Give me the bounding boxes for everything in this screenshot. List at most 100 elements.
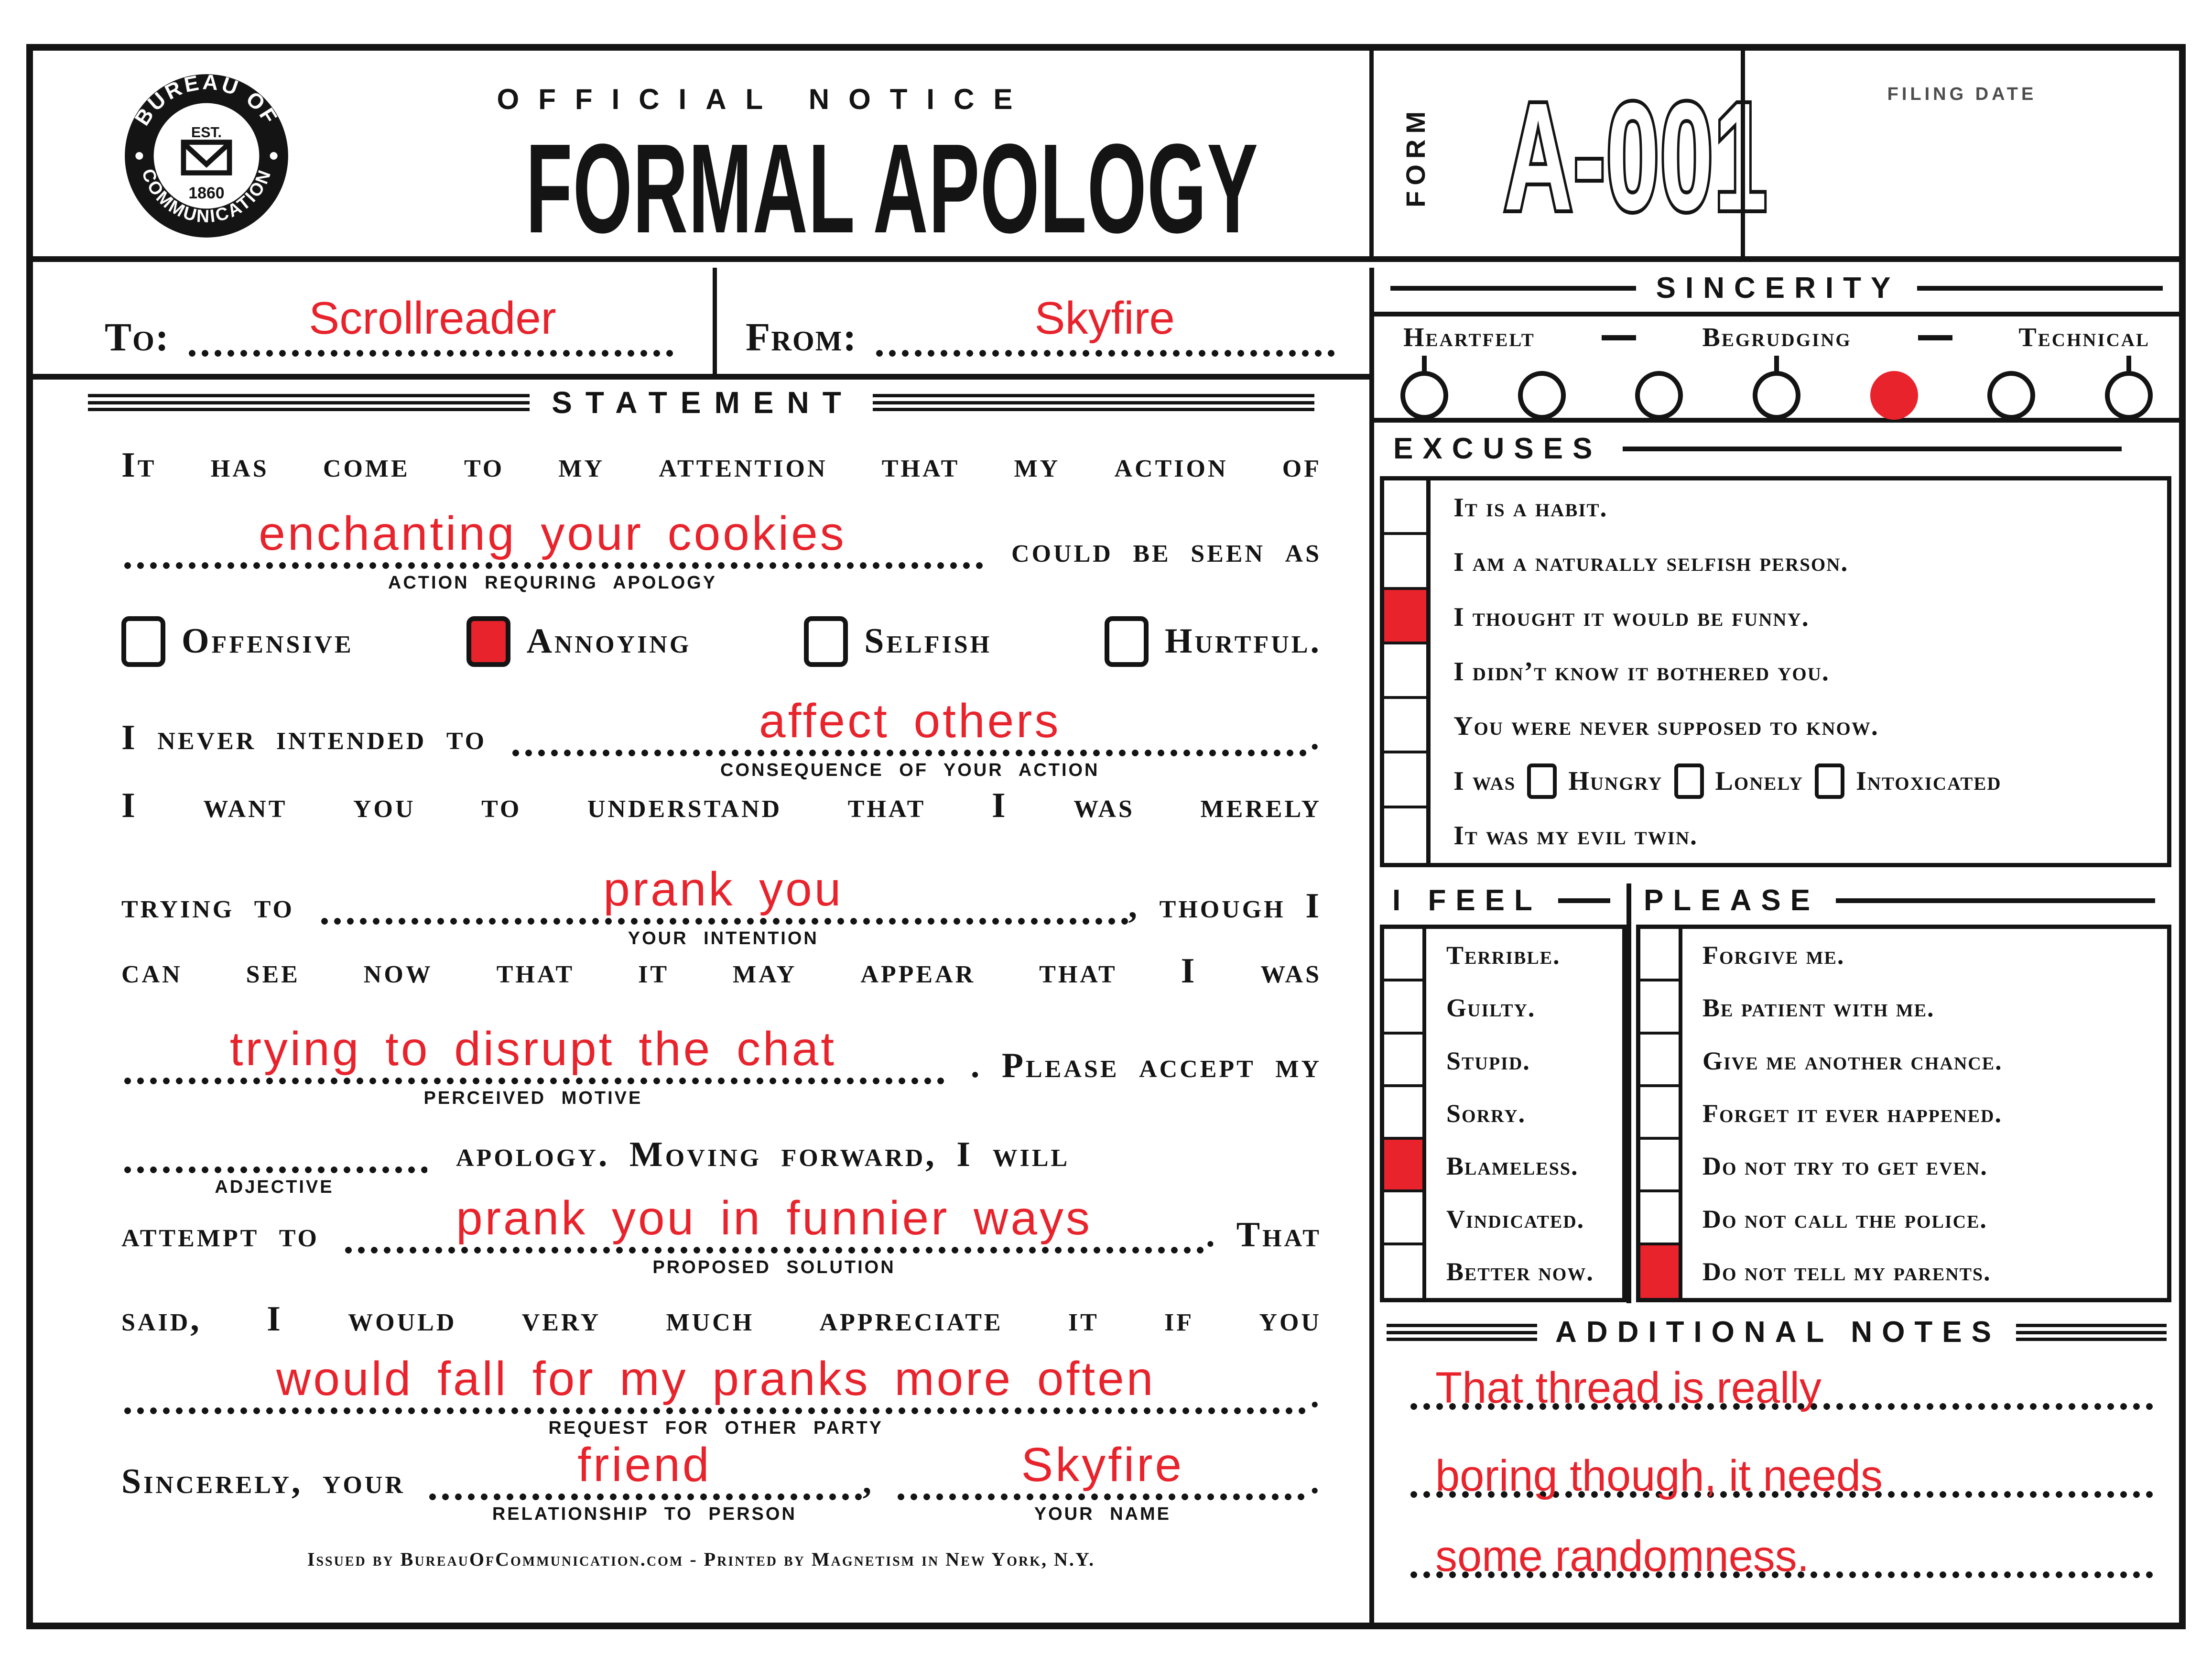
- consequence-field[interactable]: affect others CONSEQUENCE OF YOUR ACTION: [510, 697, 1311, 779]
- statement-section: STATEMENT It has come to my attention th…: [33, 380, 1369, 1623]
- please-option-3: Give me another chance.: [1702, 1046, 2003, 1075]
- form-number: A-001: [1501, 71, 1769, 242]
- statement-line-7: trying to disrupt the chat PERCEIVED MOT…: [121, 1014, 1322, 1107]
- excuse-checkbox-7[interactable]: [1384, 808, 1431, 863]
- adjective-field-label: ADJECTIVE: [215, 1177, 334, 1197]
- sincerity-option-6[interactable]: [1987, 371, 2036, 420]
- excuse-checkbox-4[interactable]: [1384, 644, 1431, 699]
- excuse-checkbox-3[interactable]: [1384, 589, 1431, 644]
- feel-checkbox-6[interactable]: [1384, 1192, 1426, 1245]
- form-header: BUREAU OF COMMUNICATION EST. 1860 OFFICI…: [33, 51, 2179, 262]
- excuse-checkbox-5[interactable]: [1384, 699, 1431, 754]
- rule: [1623, 447, 2122, 451]
- sincerity-option-7[interactable]: [2104, 371, 2153, 420]
- action-field-label: ACTION REQURING APOLOGY: [388, 573, 717, 593]
- annoying-checkbox[interactable]: [466, 616, 510, 667]
- feel-option-2: Guilty.: [1446, 993, 1536, 1023]
- excuse-checkbox-2[interactable]: [1384, 535, 1431, 590]
- excuse-option-3: I thought it would be funny.: [1453, 602, 1810, 632]
- please-checkbox-2[interactable]: [1640, 981, 1682, 1035]
- statement-line-11: would fall for my pranks more often REQU…: [121, 1343, 1322, 1437]
- your-name-field[interactable]: Skyfire YOUR NAME: [895, 1438, 1311, 1523]
- excuses-heading: EXCUSES: [1390, 434, 2122, 464]
- please-checkbox-5[interactable]: [1640, 1140, 1682, 1193]
- please-option-5: Do not try to get even.: [1702, 1152, 1988, 1181]
- sincerity-option-4[interactable]: [1752, 371, 1800, 420]
- hurtful-checkbox[interactable]: [1104, 616, 1149, 667]
- to-value: Scrollreader: [309, 293, 556, 344]
- intention-value: prank you: [603, 862, 844, 916]
- please-checkbox-6[interactable]: [1640, 1192, 1682, 1245]
- excuse-option-1: It is a habit.: [1453, 493, 1608, 523]
- sincerity-options: [1400, 371, 2153, 420]
- offensive-checkbox[interactable]: [121, 616, 165, 667]
- feel-checkbox-7[interactable]: [1384, 1245, 1426, 1298]
- relationship-field[interactable]: friend RELATIONSHIP TO PERSON: [426, 1441, 863, 1523]
- statement-heading: STATEMENT: [88, 387, 1314, 418]
- dotted-line: [873, 349, 1336, 358]
- dotted-line: [342, 1246, 1206, 1254]
- motive-field-label: PERCEIVED MOTIVE: [423, 1088, 643, 1108]
- feel-checkbox-5[interactable]: [1384, 1140, 1426, 1193]
- scale-label-technical: Technical: [2018, 323, 2150, 352]
- to-field[interactable]: Scrollreader: [185, 293, 679, 358]
- scale-label-begrudging: Begrudging: [1702, 323, 1852, 352]
- dash: [1601, 335, 1636, 340]
- notes-line-1[interactable]: That thread is really: [1408, 1365, 2158, 1411]
- request-field[interactable]: would fall for my pranks more often REQU…: [121, 1355, 1311, 1437]
- hungry-checkbox[interactable]: [1527, 763, 1557, 799]
- filing-date-cell[interactable]: FILING DATE: [1741, 51, 2179, 262]
- excuse-option-7: It was my evil twin.: [1453, 820, 1698, 850]
- excuse-checkbox-6[interactable]: [1384, 753, 1431, 808]
- from-value: Skyfire: [1034, 293, 1175, 344]
- sincerity-option-1[interactable]: [1400, 371, 1448, 420]
- additional-notes-heading: ADDITIONAL NOTES: [1387, 1318, 2167, 1347]
- please-checkbox-3[interactable]: [1640, 1034, 1682, 1087]
- official-notice-label: OFFICIAL NOTICE: [497, 83, 1032, 115]
- feel-please-section: I FEEL Terrible. Guilty. Stupid. Sorry.: [1380, 883, 2171, 1303]
- please-checkbox-1[interactable]: [1640, 929, 1682, 982]
- intoxicated-checkbox[interactable]: [1814, 763, 1844, 799]
- please-checkbox-4[interactable]: [1640, 1087, 1682, 1140]
- dotted-line: [121, 561, 984, 570]
- please-checkbox-7[interactable]: [1640, 1245, 1682, 1298]
- page-title: FORMAL APOLOGY: [526, 118, 1258, 260]
- feel-option-4: Sorry.: [1446, 1099, 1526, 1128]
- severity-option-hurtful: Hurtful.: [1104, 616, 1322, 667]
- solution-value: prank you in funnier ways: [456, 1191, 1093, 1245]
- intention-field[interactable]: prank you YOUR INTENTION: [318, 862, 1128, 948]
- feel-checkbox-1[interactable]: [1384, 929, 1426, 982]
- from-cell: From: Skyfire: [717, 268, 1369, 374]
- form-label: FORM: [1400, 105, 1431, 207]
- sincerity-option-5[interactable]: [1870, 371, 1918, 420]
- motive-field[interactable]: trying to disrupt the chat PERCEIVED MOT…: [121, 1025, 945, 1107]
- your-name-value: Skyfire: [1021, 1438, 1184, 1492]
- from-field[interactable]: Skyfire: [873, 295, 1336, 358]
- notes-line-3[interactable]: some randomness.: [1408, 1533, 2158, 1579]
- action-field[interactable]: enchanting your cookies ACTION REQURING …: [121, 507, 984, 592]
- notes-line-2[interactable]: boring though, it needs: [1408, 1453, 2158, 1499]
- sincerity-scale: Heartfelt Begrudging Technical: [1374, 312, 2179, 423]
- adjective-field[interactable]: ADJECTIVE: [121, 1166, 427, 1196]
- to-from-row: To: Scrollreader From: Skyfire: [33, 268, 1369, 380]
- action-value: enchanting your cookies: [259, 507, 846, 560]
- rule: [1390, 286, 1636, 291]
- feel-checkbox-3[interactable]: [1384, 1034, 1426, 1087]
- excuse-option-5: You were never supposed to know.: [1453, 711, 1879, 741]
- dotted-line: [185, 349, 679, 358]
- statement-line-1: It has come to my attention that my acti…: [121, 446, 1322, 485]
- please-list: Forgive me. Be patient with me. Give me …: [1636, 925, 2171, 1302]
- lonely-checkbox[interactable]: [1674, 763, 1704, 799]
- triple-rule: [1387, 1324, 1538, 1341]
- solution-field[interactable]: prank you in funnier ways PROPOSED SOLUT…: [342, 1191, 1206, 1276]
- sincerity-option-3[interactable]: [1635, 371, 1683, 420]
- severity-option-offensive: Offensive: [121, 616, 354, 667]
- feel-checkbox-2[interactable]: [1384, 981, 1426, 1035]
- sincerity-option-2[interactable]: [1518, 371, 1566, 420]
- selfish-checkbox[interactable]: [804, 616, 848, 667]
- triple-rule: [872, 394, 1314, 411]
- feel-checkbox-4[interactable]: [1384, 1087, 1426, 1140]
- excuse-checkbox-1[interactable]: [1384, 480, 1431, 535]
- title-block: OFFICIAL NOTICE FORMAL APOLOGY: [282, 51, 1258, 262]
